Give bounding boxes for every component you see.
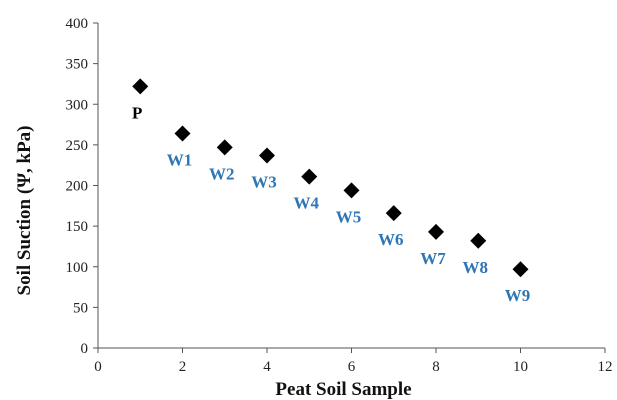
data-points [132,78,529,278]
x-tick-label: 4 [263,359,271,375]
point-label: W1 [167,151,193,170]
y-tick-label: 400 [66,16,89,32]
y-tick-label: 300 [66,97,89,113]
data-point [343,182,360,199]
point-label: W4 [294,194,320,213]
point-label: W7 [420,249,446,268]
point-label: W5 [336,207,362,226]
x-tick-label: 8 [432,359,440,375]
y-tick-label: 250 [66,138,89,154]
y-tick-label: 150 [66,219,89,235]
x-tick-label: 12 [598,359,613,375]
data-point [132,78,149,95]
data-point [428,223,444,240]
point-label: W2 [209,164,235,183]
point-label: W8 [463,258,489,277]
y-axis-ticks: 0 50 100 150 200 250 300 350 400 [66,16,98,357]
data-point [259,147,275,164]
x-tick-label: 10 [513,359,528,375]
point-label: W3 [251,172,277,191]
y-tick-label: 0 [81,341,89,357]
y-axis-title: Soil Suction (Ψ, kPa) [14,125,35,295]
y-tick-label: 100 [66,260,89,276]
y-tick-label: 200 [66,179,89,195]
y-tick-label: 350 [66,57,89,73]
data-point [301,168,318,185]
data-point [174,125,191,142]
point-label: W6 [378,230,404,249]
data-point [470,232,487,249]
x-tick-label: 0 [94,359,102,375]
x-axis-title: Peat Soil Sample [275,379,411,400]
point-labels: P W1 W2 W3 W4 W5 W6 W7 W8 W9 [132,103,530,305]
data-point [512,261,529,278]
x-axis-ticks: 0 2 4 6 8 10 12 [94,348,613,375]
data-point [385,205,402,222]
point-label: P [132,103,142,122]
y-tick-label: 50 [73,300,88,316]
x-tick-label: 6 [348,359,356,375]
x-tick-label: 2 [179,359,187,375]
point-label: W9 [505,286,531,305]
data-point [216,139,233,156]
